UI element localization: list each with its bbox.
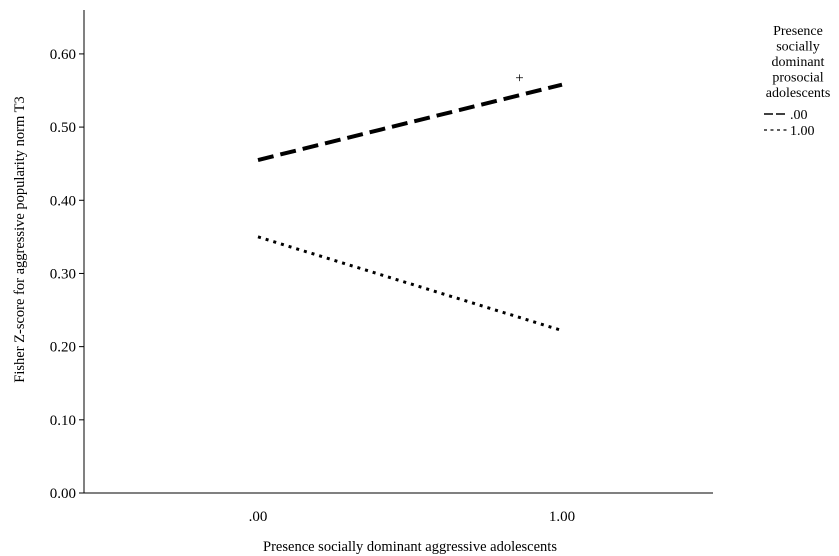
y-tick-label: 0.20 — [50, 340, 76, 356]
series-line-1 — [257, 235, 563, 332]
y-tick-label: 0.00 — [50, 486, 76, 502]
annotation-marker: + — [515, 70, 523, 86]
x-axis: .00 1.00 — [84, 492, 713, 525]
legend: Presencesociallydominantprosocialadolesc… — [764, 24, 830, 139]
y-tick-label: 0.50 — [50, 120, 76, 136]
y-tick-label: 0.10 — [50, 413, 76, 429]
y-tick-label: 0.40 — [50, 193, 76, 209]
x-tick-label: 1.00 — [549, 509, 575, 525]
legend-label: .00 — [790, 108, 808, 123]
y-axis: 0.00 0.10 0.20 0.30 0.40 0.50 0.60 — [50, 10, 85, 502]
x-axis-title: Presence socially dominant aggressive ad… — [263, 539, 557, 555]
legend-title-line: adolescents — [766, 86, 831, 101]
legend-title-line: Presence — [773, 24, 823, 39]
y-tick-label: 0.60 — [50, 47, 76, 63]
legend-title-line: socially — [776, 40, 820, 55]
y-axis-title: Fisher Z-score for aggressive popularity… — [12, 96, 28, 382]
legend-title-line: prosocial — [772, 71, 823, 86]
legend-label: 1.00 — [790, 124, 815, 139]
plot-series — [257, 82, 563, 332]
y-tick-label: 0.30 — [50, 266, 76, 282]
annotations: + — [515, 70, 523, 86]
x-tick-label: .00 — [249, 509, 268, 525]
legend-title-line: dominant — [772, 55, 825, 70]
series-line-0 — [257, 82, 563, 162]
